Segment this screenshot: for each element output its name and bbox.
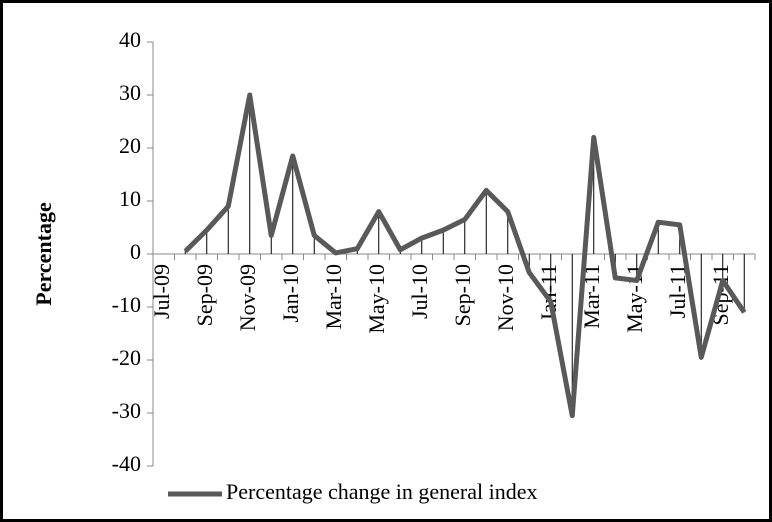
x-tick-label: Jul-10 [407, 264, 432, 319]
y-tick-label: -30 [112, 398, 141, 423]
y-tick-label: 40 [119, 27, 141, 52]
x-tick-label: Jan-10 [278, 264, 303, 323]
y-tick-label: 30 [119, 80, 141, 105]
x-tick-label: Jul-09 [149, 264, 174, 319]
x-tick-label: Mar-10 [321, 264, 346, 330]
y-axis-label: Percentage [31, 202, 56, 306]
y-tick-label: 0 [130, 239, 141, 264]
x-tick-label: May-10 [364, 264, 389, 334]
x-tick-label: Sep-09 [192, 264, 217, 326]
y-tick-label: -10 [112, 292, 141, 317]
y-tick-label: -40 [112, 451, 141, 476]
x-tick-label: Jan-11 [536, 264, 561, 322]
x-tick-label: Sep-10 [450, 264, 475, 326]
legend-label: Percentage change in general index [226, 479, 538, 504]
y-tick-label: -20 [112, 345, 141, 370]
x-tick-label: May-11 [622, 264, 647, 333]
x-tick-label: Nov-10 [493, 264, 518, 331]
y-tick-label: 10 [119, 186, 141, 211]
y-tick-label: 20 [119, 133, 141, 158]
data-line [183, 92, 747, 419]
x-tick-label: Nov-09 [235, 264, 260, 331]
